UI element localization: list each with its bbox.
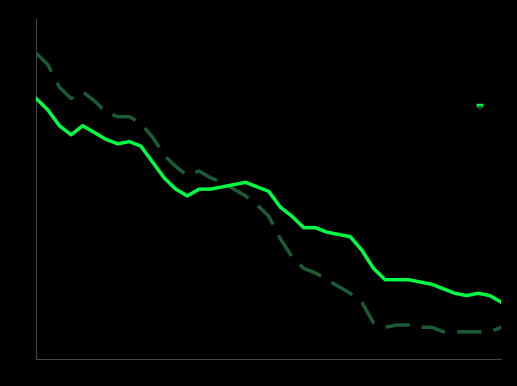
U.S. [277, 237, 283, 241]
Canada [312, 225, 318, 230]
Canada [393, 278, 400, 282]
Canada [277, 205, 283, 210]
U.S. [393, 323, 400, 327]
U.S. [429, 325, 435, 330]
Canada [440, 286, 446, 291]
U.S. [161, 153, 167, 157]
Canada [242, 180, 249, 185]
Canada [405, 278, 412, 282]
U.S. [289, 255, 295, 259]
U.S. [370, 320, 376, 325]
Legend: Canada, U.S.: Canada, U.S. [478, 105, 487, 108]
U.S. [336, 284, 342, 289]
Canada [196, 187, 202, 191]
Canada [161, 176, 167, 180]
Canada [370, 266, 376, 271]
Canada [486, 293, 493, 298]
U.S. [347, 291, 353, 296]
U.S. [475, 330, 481, 334]
U.S. [486, 330, 493, 334]
Canada [68, 132, 74, 137]
U.S. [440, 330, 446, 334]
Canada [173, 187, 179, 191]
Canada [44, 108, 51, 112]
Canada [336, 232, 342, 237]
U.S. [463, 330, 469, 334]
U.S. [126, 114, 132, 119]
Canada [498, 300, 505, 305]
U.S. [114, 114, 120, 119]
Canada [359, 248, 365, 252]
U.S. [359, 300, 365, 305]
U.S. [149, 135, 156, 139]
Canada [324, 230, 330, 234]
Canada [429, 282, 435, 286]
U.S. [44, 62, 51, 67]
U.S. [324, 278, 330, 282]
Canada [266, 189, 272, 194]
Canada [207, 187, 214, 191]
Canada [91, 130, 97, 135]
U.S. [266, 214, 272, 218]
Canada [184, 194, 190, 198]
Canada [382, 278, 388, 282]
Canada [231, 182, 237, 187]
U.S. [242, 194, 249, 198]
U.S. [219, 180, 225, 185]
Line: U.S.: U.S. [36, 53, 501, 332]
Canada [126, 139, 132, 144]
U.S. [56, 85, 63, 90]
U.S. [68, 96, 74, 101]
U.S. [498, 325, 505, 330]
U.S. [300, 266, 307, 271]
Canada [417, 280, 423, 284]
U.S. [33, 51, 39, 56]
Canada [452, 291, 458, 296]
Canada [103, 137, 109, 142]
Canada [475, 291, 481, 296]
Canada [347, 234, 353, 239]
Line: Canada: Canada [36, 98, 501, 302]
U.S. [405, 323, 412, 327]
Canada [149, 160, 156, 164]
U.S. [184, 173, 190, 178]
U.S. [417, 325, 423, 330]
Canada [254, 185, 260, 189]
U.S. [80, 90, 86, 94]
U.S. [452, 330, 458, 334]
U.S. [231, 187, 237, 191]
U.S. [103, 110, 109, 115]
Canada [33, 96, 39, 101]
Canada [219, 185, 225, 189]
U.S. [173, 164, 179, 169]
Canada [114, 142, 120, 146]
U.S. [207, 176, 214, 180]
Canada [138, 144, 144, 149]
Canada [56, 124, 63, 128]
U.S. [91, 98, 97, 103]
U.S. [138, 121, 144, 126]
U.S. [196, 169, 202, 173]
Canada [300, 225, 307, 230]
U.S. [254, 203, 260, 207]
Canada [289, 214, 295, 218]
U.S. [382, 325, 388, 330]
Canada [463, 293, 469, 298]
Canada [80, 124, 86, 128]
U.S. [312, 271, 318, 275]
